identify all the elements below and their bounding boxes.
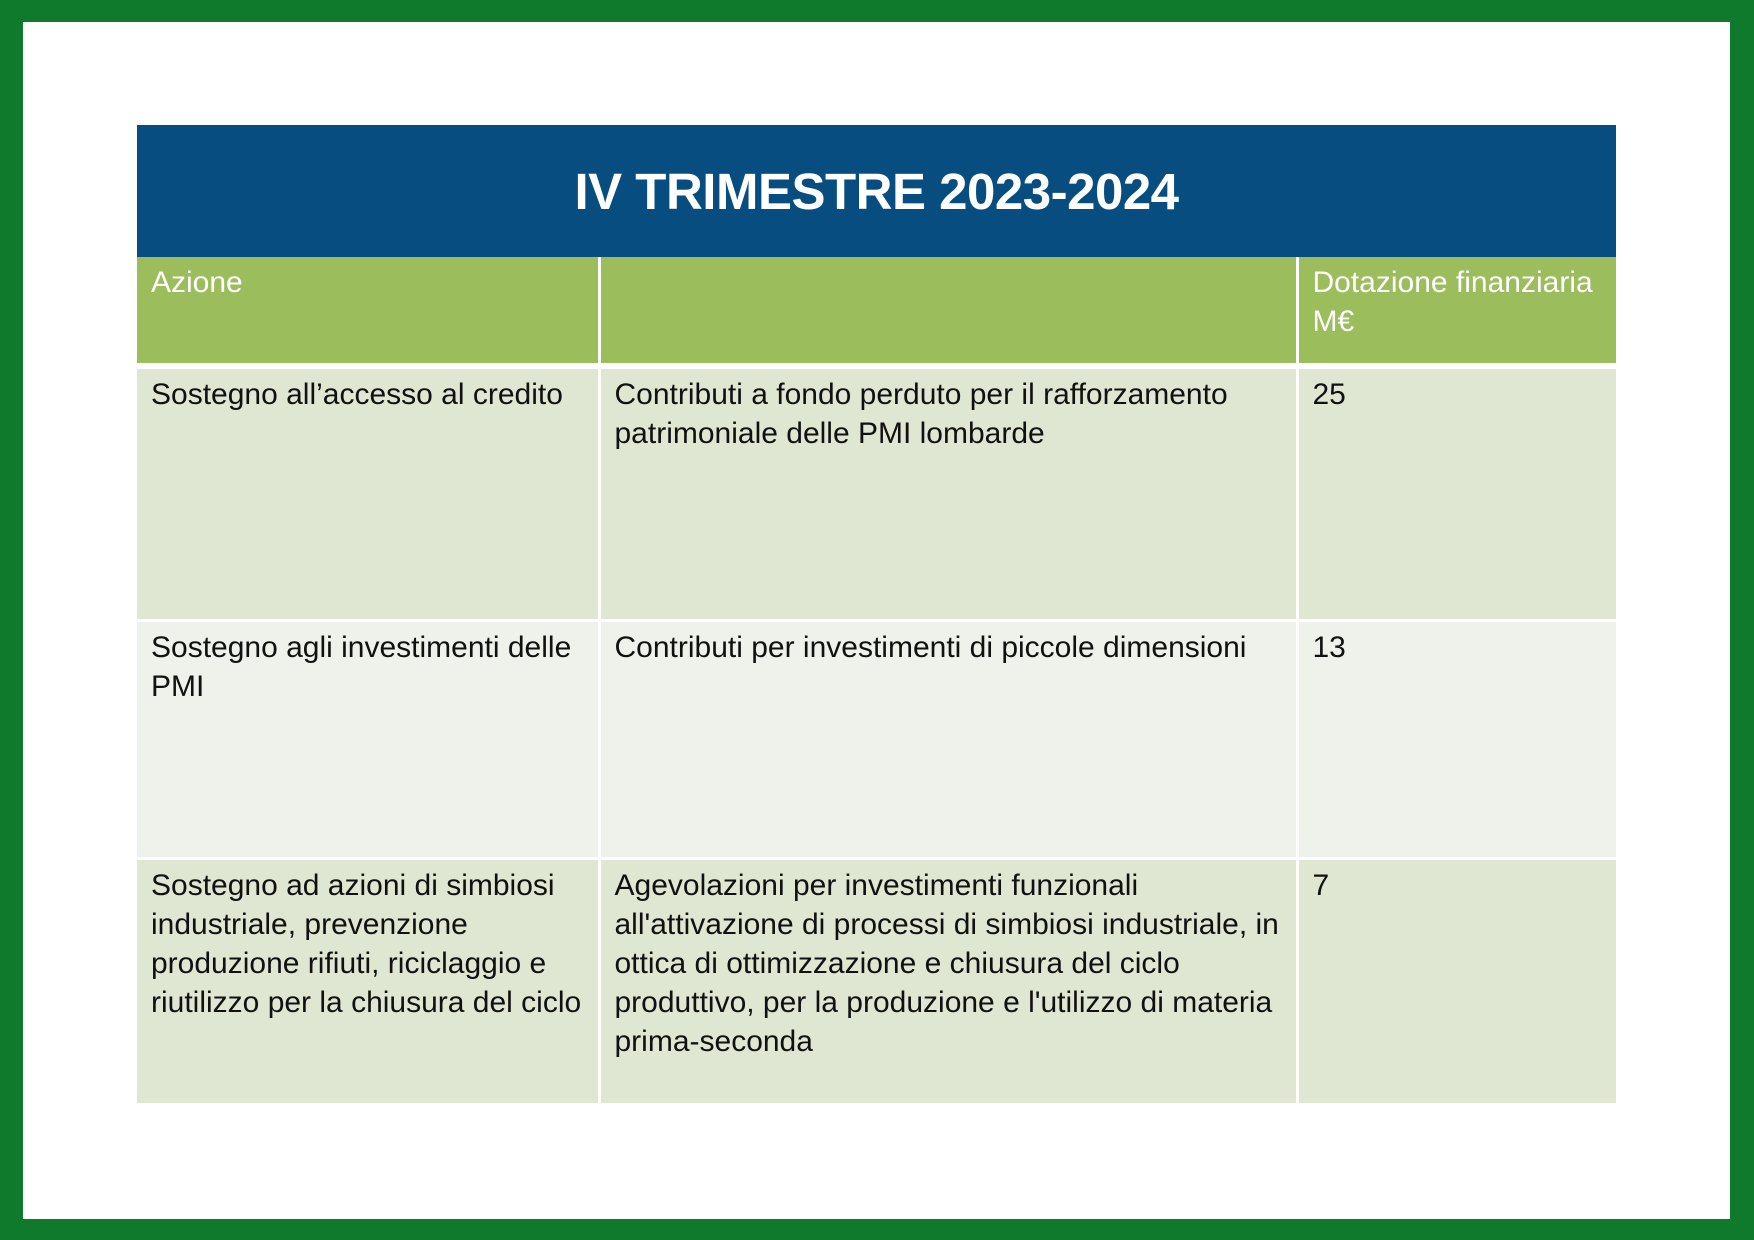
cell-descrizione: Agevolazioni per investimenti funzionali… — [597, 858, 1299, 1103]
table-row: Sostegno agli investimenti delle PMI Con… — [137, 620, 1616, 860]
cell-azione: Sostegno agli investimenti delle PMI — [137, 620, 601, 860]
table-title: IV TRIMESTRE 2023-2024 — [137, 125, 1616, 257]
header-azione: Azione — [137, 257, 601, 369]
cell-descrizione: Contributi a fondo perduto per il raffor… — [597, 366, 1299, 622]
cell-dotazione: 25 — [1295, 366, 1616, 622]
cell-azione: Sostegno all’accesso al credito — [137, 366, 601, 622]
cell-dotazione: 13 — [1295, 620, 1616, 860]
table-row: Sostegno ad azioni di simbiosi industria… — [137, 858, 1616, 1103]
header-descrizione — [597, 257, 1299, 369]
funding-table: Azione Dotazione finanziaria M€ Sostegno… — [137, 257, 1616, 1103]
table-header-row: Azione Dotazione finanziaria M€ — [137, 257, 1616, 369]
funding-table-container: IV TRIMESTRE 2023-2024 Azione Dotazione … — [137, 125, 1616, 1103]
cell-dotazione: 7 — [1295, 858, 1616, 1103]
slide: IV TRIMESTRE 2023-2024 Azione Dotazione … — [23, 22, 1730, 1219]
header-dotazione: Dotazione finanziaria M€ — [1295, 257, 1616, 369]
cell-descrizione: Contributi per investimenti di piccole d… — [597, 620, 1299, 860]
cell-azione: Sostegno ad azioni di simbiosi industria… — [137, 858, 601, 1103]
table-row: Sostegno all’accesso al credito Contribu… — [137, 366, 1616, 622]
